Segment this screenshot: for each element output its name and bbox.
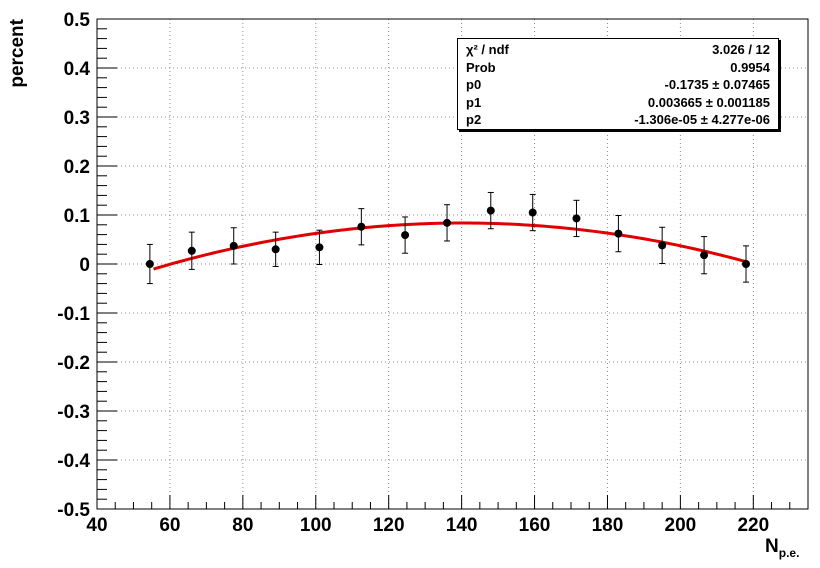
x-tick-label: 40 <box>86 515 107 536</box>
x-tick-label: 220 <box>737 515 769 536</box>
data-point <box>528 193 537 232</box>
data-point <box>658 226 667 265</box>
data-marker <box>700 251 709 260</box>
x-tick-label: 120 <box>373 515 405 536</box>
data-marker <box>742 260 751 268</box>
x-axis-title-subscript: p.e. <box>779 546 800 560</box>
y-tick-label: -0.3 <box>57 402 90 423</box>
x-tick-label: 160 <box>519 515 551 536</box>
stat-value: 3.026 / 12 <box>712 42 770 57</box>
data-points <box>145 191 751 285</box>
tick-labels: 40 60 80 100 120 140 160 180 200 220 -0.5 -0.4 -0.3 -… <box>57 10 769 536</box>
x-tick-label: 80 <box>232 515 253 536</box>
data-point <box>443 204 452 242</box>
stat-name: Prob <box>466 59 496 75</box>
data-point <box>271 231 280 267</box>
data-marker <box>614 229 623 238</box>
data-marker <box>486 206 495 215</box>
y-tick-label: -0.1 <box>57 304 90 325</box>
stat-row-p2: p2 -1.306e-05 ± 4.277e-06 <box>466 111 770 129</box>
data-point <box>145 243 154 285</box>
data-marker <box>229 241 238 250</box>
data-marker <box>271 245 280 254</box>
axis-ticks <box>96 18 809 510</box>
x-axis-title: Np.e. <box>765 536 799 560</box>
data-marker <box>658 241 667 250</box>
stat-name: p1 <box>466 94 482 110</box>
y-tick-label: 0.4 <box>64 59 91 80</box>
data-point <box>187 231 196 270</box>
y-tick-label: 0.2 <box>64 157 90 178</box>
data-point <box>315 229 324 265</box>
data-marker <box>187 246 196 255</box>
stat-value: 0.9954 <box>730 59 770 75</box>
stat-row-prob: Prob 0.9954 <box>466 59 770 77</box>
data-point <box>229 227 238 265</box>
y-tick-label: 0 <box>79 255 90 276</box>
x-tick-label: 60 <box>159 515 180 536</box>
y-tick-label: -0.2 <box>57 353 90 374</box>
stat-name: χ² / ndf <box>466 42 509 57</box>
y-axis-title: percent <box>7 18 28 87</box>
data-marker <box>443 218 452 227</box>
y-tick-label: 0.1 <box>64 206 91 227</box>
data-marker <box>145 260 154 268</box>
stat-row-p0: p0 -0.1735 ± 0.07465 <box>466 76 770 94</box>
x-tick-label: 200 <box>665 515 697 536</box>
y-tick-label: -0.4 <box>57 451 90 472</box>
y-tick-label: -0.5 <box>57 500 90 521</box>
stat-value: -0.1735 ± 0.07465 <box>664 77 770 93</box>
data-point <box>357 208 366 246</box>
data-marker <box>528 208 537 217</box>
data-marker <box>401 231 410 240</box>
data-point <box>486 191 495 230</box>
data-point <box>614 214 623 253</box>
x-tick-label: 180 <box>592 515 624 536</box>
stat-name: p2 <box>466 112 482 128</box>
stat-value: -1.306e-05 ± 4.277e-06 <box>634 112 770 128</box>
stat-row-p1: p1 0.003665 ± 0.001185 <box>466 94 770 112</box>
data-point <box>401 216 410 254</box>
y-tick-label: 0.5 <box>64 10 91 31</box>
stat-value: 0.003665 ± 0.001185 <box>647 94 770 110</box>
x-tick-label: 140 <box>446 515 478 536</box>
data-marker <box>572 214 581 223</box>
x-tick-label: 100 <box>300 515 332 536</box>
fit-curve <box>153 221 747 271</box>
y-tick-label: 0.3 <box>64 108 90 129</box>
fit-statistics-box: χ² / ndf 3.026 / 12 Prob 0.9954 p0 -0.17… <box>457 38 779 130</box>
data-point <box>572 199 581 238</box>
data-marker <box>315 243 324 252</box>
data-marker <box>357 222 366 231</box>
data-point <box>742 245 751 283</box>
stat-name: p0 <box>466 77 482 93</box>
stat-row-chi2: χ² / ndf 3.026 / 12 <box>466 41 770 59</box>
x-axis-title-main: N <box>765 536 779 557</box>
data-point <box>700 236 709 275</box>
